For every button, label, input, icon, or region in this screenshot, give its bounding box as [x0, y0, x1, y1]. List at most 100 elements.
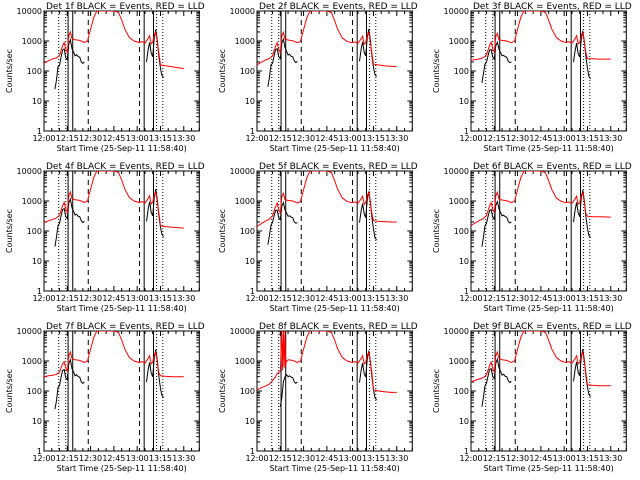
y-tick-label: 1000: [235, 197, 255, 206]
y-tick-label: 10000: [17, 7, 42, 16]
x-tick-label: 12:00: [32, 294, 55, 303]
panel-title: Det 3f BLACK = Events, RED = LLD: [473, 2, 632, 12]
y-tick-label: 1: [250, 447, 255, 456]
events-series-line: [481, 200, 512, 247]
y-tick-label: 1: [250, 287, 255, 296]
lld-series-line: [471, 11, 611, 61]
panel-det-5: Det 5f BLACK = Events, RED = LLD 1 10 100 10…: [218, 162, 418, 313]
plot-frame: [256, 10, 413, 132]
x-tick-label: 12:30: [79, 454, 102, 463]
y-tick-label: 1000: [22, 197, 42, 206]
panel-title: Det 8f BLACK = Events, RED = LLD: [259, 322, 418, 332]
plot-frame: [43, 10, 200, 132]
plot-frame: [470, 330, 627, 452]
x-tick-label: 12:15: [269, 294, 292, 303]
y-tick-label: 10000: [230, 167, 255, 176]
x-tick-label: 12:45: [529, 454, 552, 463]
series-group: [471, 331, 611, 407]
x-axis-label: Start Time (25-Sep-11 11:58:40): [57, 144, 187, 153]
x-tick-label: 12:00: [32, 454, 55, 463]
x-tick-label: 13:30: [599, 134, 622, 143]
x-tick-label: 13:15: [362, 134, 385, 143]
x-tick-label: 12:00: [245, 134, 268, 143]
series-group: [471, 11, 611, 83]
y-tick-label: 1000: [449, 357, 469, 366]
y-axis-label: Counts/sec: [218, 369, 227, 413]
x-tick-label: 12:30: [79, 294, 102, 303]
y-tick-label: 1: [37, 287, 42, 296]
y-tick-label: 10: [245, 97, 255, 106]
y-axis-label: Counts/sec: [5, 209, 14, 253]
y-tick-label: 10000: [230, 7, 255, 16]
x-tick-label: 12:15: [56, 134, 79, 143]
panel-det-6: Det 6f BLACK = Events, RED = LLD 1 10 100 10…: [432, 162, 632, 313]
y-tick-label: 10000: [444, 7, 469, 16]
y-axis-label: Counts/sec: [432, 369, 441, 413]
plot-frame: [43, 170, 200, 292]
panel-det-1: Det 1f BLACK = Events, RED = LLD 1 10 100 10…: [5, 2, 205, 153]
x-tick-label: 12:45: [529, 134, 552, 143]
x-tick-label: 12:00: [459, 134, 482, 143]
x-tick-label: 13:30: [385, 294, 408, 303]
x-tick-label: 12:45: [315, 294, 338, 303]
y-tick-label: 100: [240, 387, 255, 396]
x-tick-label: 12:45: [102, 454, 125, 463]
y-tick-label: 1: [464, 287, 469, 296]
x-tick-label: 12:00: [459, 294, 482, 303]
x-tick-label: 13:00: [126, 134, 149, 143]
panel-title: Det 5f BLACK = Events, RED = LLD: [259, 162, 418, 172]
x-tick-label: 12:30: [79, 134, 102, 143]
y-tick-label: 1000: [22, 357, 42, 366]
y-tick-label: 10: [32, 417, 42, 426]
x-tick-label: 12:45: [315, 134, 338, 143]
plot-frame: [43, 330, 200, 452]
x-tick-label: 13:15: [149, 454, 172, 463]
x-tick-label: 13:00: [126, 454, 149, 463]
x-tick-label: 12:45: [102, 294, 125, 303]
x-tick-label: 13:00: [339, 134, 362, 143]
panel-title: Det 4f BLACK = Events, RED = LLD: [46, 162, 205, 172]
x-tick-label: 13:15: [362, 454, 385, 463]
series-group: [44, 331, 184, 410]
x-axis-label: Start Time (25-Sep-11 11:58:40): [270, 144, 400, 153]
x-tick-label: 13:30: [599, 294, 622, 303]
y-tick-label: 100: [27, 227, 42, 236]
panel-det-2: Det 2f BLACK = Events, RED = LLD 1 10 100 10…: [218, 2, 418, 153]
y-tick-label: 1000: [22, 37, 42, 46]
x-axis-label: Start Time (25-Sep-11 11:58:40): [270, 464, 400, 473]
x-tick-label: 12:15: [56, 454, 79, 463]
x-tick-label: 13:30: [599, 454, 622, 463]
events-series-line: [54, 197, 85, 247]
x-tick-label: 12:00: [245, 294, 268, 303]
x-tick-label: 13:00: [553, 294, 576, 303]
x-tick-label: 13:00: [339, 294, 362, 303]
y-tick-label: 100: [27, 387, 42, 396]
plot-frame: [470, 170, 627, 292]
events-series-line: [359, 350, 378, 401]
x-tick-label: 12:15: [483, 454, 506, 463]
x-tick-label: 12:15: [269, 134, 292, 143]
lld-series-line: [44, 11, 184, 70]
lld-series-line: [471, 171, 611, 227]
events-series-line: [267, 201, 298, 245]
y-tick-label: 10: [459, 417, 469, 426]
y-tick-label: 1: [464, 447, 469, 456]
x-tick-label: 13:30: [172, 454, 195, 463]
x-tick-label: 13:00: [553, 454, 576, 463]
panel-title: Det 6f BLACK = Events, RED = LLD: [473, 162, 632, 172]
y-tick-label: 100: [240, 67, 255, 76]
series-group: [44, 11, 184, 90]
x-tick-label: 13:15: [576, 134, 599, 143]
panel-title: Det 2f BLACK = Events, RED = LLD: [259, 2, 418, 12]
x-tick-label: 13:00: [339, 454, 362, 463]
x-tick-label: 12:45: [315, 454, 338, 463]
x-axis-label: Start Time (25-Sep-11 11:58:40): [484, 304, 614, 313]
events-series-line: [573, 30, 592, 80]
y-axis-label: Counts/sec: [432, 49, 441, 93]
x-tick-label: 12:45: [529, 294, 552, 303]
x-axis-label: Start Time (25-Sep-11 11:58:40): [484, 144, 614, 153]
plot-frame: [256, 330, 413, 452]
x-tick-label: 13:30: [385, 134, 408, 143]
y-axis-label: Counts/sec: [432, 209, 441, 253]
panel-title: Det 1f BLACK = Events, RED = LLD: [46, 2, 205, 12]
